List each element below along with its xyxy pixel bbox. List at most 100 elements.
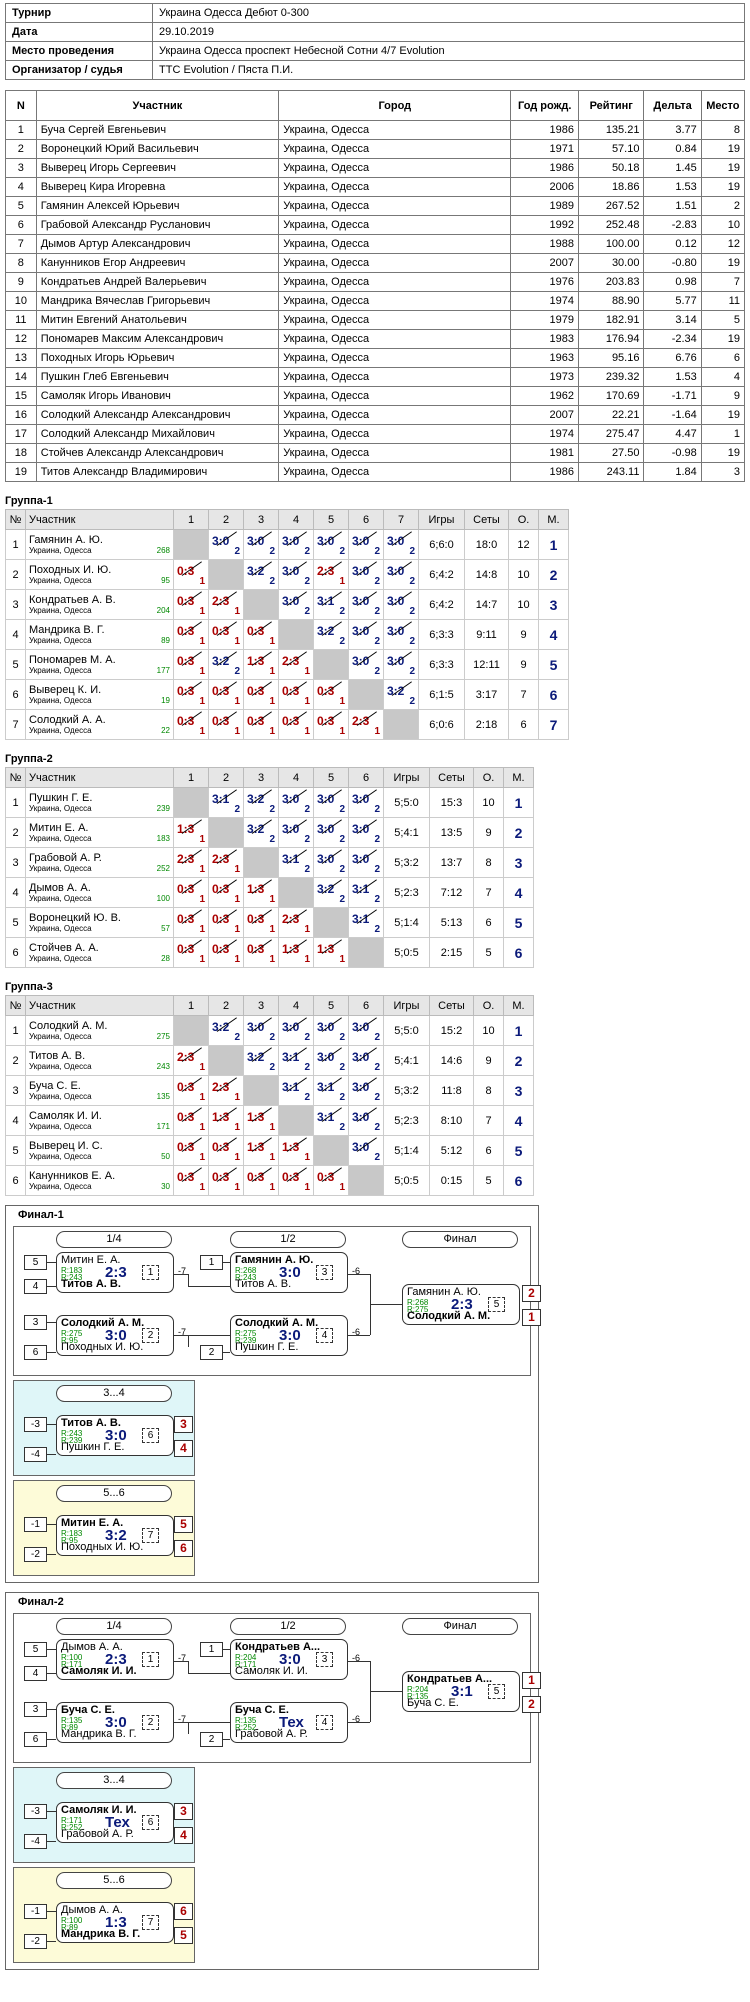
match-player-bottom: Титов А. В. xyxy=(61,1278,121,1290)
player-delta: 0.84 xyxy=(643,139,702,159)
bracket-match: Митин Е. А. R:183 R:243 Титов А. В. 2:3 1 xyxy=(56,1252,174,1293)
group-games: 5;0:5 xyxy=(383,937,430,968)
group-player-rating: 239 xyxy=(156,803,170,813)
group-place: 2 xyxy=(503,817,534,848)
loser-ref: -7 xyxy=(178,1327,187,1337)
bracket-line-h xyxy=(47,1941,56,1942)
match-points: 1 xyxy=(269,696,275,707)
match-points: 2 xyxy=(269,804,275,815)
match-points: 1 xyxy=(304,666,310,677)
match-score: 1:3 xyxy=(282,1140,300,1154)
match-points: 1 xyxy=(199,834,205,845)
gh-sets: Сеты xyxy=(464,509,509,530)
group-place: 5 xyxy=(503,907,534,938)
group-games: 5;5:0 xyxy=(383,1015,430,1046)
group-player-rating: 252 xyxy=(156,863,170,873)
gh-sets: Сеты xyxy=(429,995,474,1016)
match-result-cell: 0:3 1 xyxy=(173,559,209,590)
match-score: 3:0 xyxy=(282,1020,300,1034)
info-key: Место проведения xyxy=(5,41,153,61)
player-city: Украина, Одесса xyxy=(278,253,512,273)
match-result-cell: 3:1 2 xyxy=(278,847,314,878)
match-result-cell: 0:3 1 xyxy=(208,1165,244,1196)
self-cell xyxy=(278,877,314,908)
match-player-top: Кондратьев А... xyxy=(235,1641,321,1653)
player-birth-year: 1986 xyxy=(510,462,579,482)
bracket-line-h xyxy=(47,1286,56,1287)
match-score: 0:3 xyxy=(177,714,195,728)
match-points: 2 xyxy=(374,576,380,587)
match-points: 1 xyxy=(304,726,310,737)
match-score: 3:0 xyxy=(282,564,300,578)
match-score: 0:3 xyxy=(247,912,265,926)
group-games: 6;4:2 xyxy=(418,589,465,620)
group-points: 10 xyxy=(508,559,539,590)
group-row: 5 Выверец И. С. Украина, Одесса 50 0:3 1 0:3 1 1… xyxy=(5,1135,534,1166)
match-result-cell: 3:0 2 xyxy=(348,1045,384,1076)
match-score: 3:0 xyxy=(247,534,265,548)
player-delta: 4.47 xyxy=(643,424,702,444)
match-points: 1 xyxy=(234,924,240,935)
bracket-line-h xyxy=(348,1274,370,1275)
match-rating-top: R:183 xyxy=(61,1529,83,1538)
group-player-rating: 95 xyxy=(161,575,170,585)
group-sets: 15:2 xyxy=(429,1015,474,1046)
match-points: 2 xyxy=(304,546,310,557)
player-name: Стойчев Александр Александрович xyxy=(35,443,280,463)
match-points: 1 xyxy=(304,696,310,707)
group-row-no: 4 xyxy=(5,619,26,650)
match-result-cell: 0:3 1 xyxy=(173,709,209,740)
loser-ref: -6 xyxy=(352,1653,361,1663)
group-points: 6 xyxy=(473,1135,504,1166)
group-player-sub: Украина, Одесса 28 xyxy=(29,954,170,964)
group-player-rating: 57 xyxy=(161,923,170,933)
final-title: Финал-1 xyxy=(18,1209,64,1221)
finals-section: Финал-1 1/4 1/2 Финал 5 4 Митин Е. А. R:183 R:24… xyxy=(5,1205,745,1970)
gh-opponent-no: 3 xyxy=(243,509,279,530)
group-place: 5 xyxy=(503,1135,534,1166)
match-result-cell: 1:3 1 xyxy=(243,1135,279,1166)
group-place: 4 xyxy=(503,1105,534,1136)
match-score: 2:3 xyxy=(105,1264,127,1281)
player-rating: 30.00 xyxy=(577,253,645,273)
match-score: 3:2 xyxy=(317,624,335,638)
bracket-match: Дымов А. А. R:100 R:171 Самоляк И. И. 2:3 1 xyxy=(56,1639,174,1680)
match-points: 1 xyxy=(269,636,275,647)
group-sets: 14:6 xyxy=(429,1045,474,1076)
player-place: 19 xyxy=(700,177,746,197)
match-score: 3:2 xyxy=(212,1020,230,1034)
group-place: 1 xyxy=(503,1015,534,1046)
match-score: 2:3 xyxy=(212,594,230,608)
player-delta: -2.34 xyxy=(643,329,702,349)
group-player-sub: Украина, Одесса 183 xyxy=(29,834,170,844)
match-score: 0:3 xyxy=(247,714,265,728)
player-place: 19 xyxy=(700,158,746,178)
match-points: 2 xyxy=(374,1122,380,1133)
match-rating-bottom: R:243 xyxy=(235,1273,257,1282)
gh-opponent-no: 1 xyxy=(173,509,209,530)
match-rating-bottom: R:275 xyxy=(407,1305,429,1314)
player-place: 11 xyxy=(700,291,746,311)
match-score: 0:3 xyxy=(282,684,300,698)
gh-opponent-no: 4 xyxy=(278,767,314,788)
match-player-bottom: Самоляк И. И. xyxy=(235,1665,308,1677)
match-score: 3:0 xyxy=(105,1427,127,1444)
info-value: Украина Одесса Дебют 0-300 xyxy=(152,3,745,23)
match-points: 2 xyxy=(269,834,275,845)
group-player-city: Украина, Одесса xyxy=(29,665,92,675)
match-number: 4 xyxy=(316,1328,333,1343)
bracket-line-h xyxy=(370,1691,402,1692)
group-games: 5;2:3 xyxy=(383,877,430,908)
match-rating-top: R:243 xyxy=(61,1429,83,1438)
match-rating-top: R:135 xyxy=(235,1716,257,1725)
gh-opponent-no: 1 xyxy=(173,995,209,1016)
match-result-cell: 3:0 2 xyxy=(348,1015,384,1046)
player-rating: 182.91 xyxy=(577,310,645,330)
place-top: 5 xyxy=(174,1516,193,1533)
player-row: 9 Кондратьев Андрей Валерьевич Украина, Од… xyxy=(5,272,746,292)
match-score: 2:3 xyxy=(282,912,300,926)
group-player: Митин Е. А. Украина, Одесса 183 xyxy=(25,817,174,848)
match-points: 2 xyxy=(304,834,310,845)
match-result-cell: 2:3 1 xyxy=(173,1045,209,1076)
seed-box: -4 xyxy=(24,1834,47,1849)
